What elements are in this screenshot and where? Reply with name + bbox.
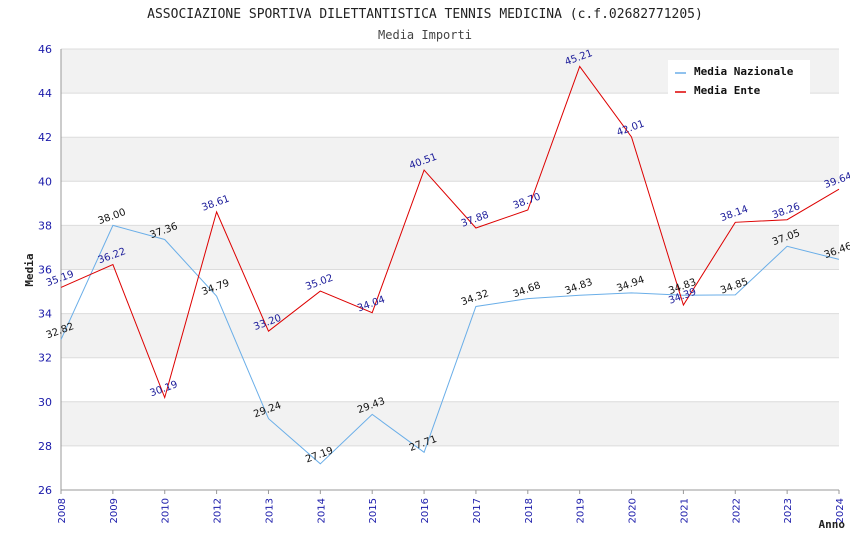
- chart-title: ASSOCIAZIONE SPORTIVA DILETTANTISTICA TE…: [147, 7, 703, 22]
- x-tick-label: 2017: [472, 498, 483, 523]
- x-tick-label: 2009: [109, 498, 120, 523]
- series-line-media-nazionale: [60, 224, 840, 465]
- grid-band: [61, 313, 839, 358]
- series-lines: [60, 65, 840, 465]
- x-tick-labels: 2008 2009 2010 2012 2013 2014 2015 2016 2017 2018…: [57, 498, 846, 523]
- x-tick-label: 2014: [316, 498, 327, 523]
- x-tick-label: 2016: [420, 498, 431, 523]
- legend-label-media-nazionale: Media Nazionale: [694, 65, 794, 78]
- legend-box: [668, 60, 810, 100]
- grid-band: [61, 225, 839, 270]
- x-tick-label: 2022: [731, 498, 742, 523]
- x-tick-label: 2010: [161, 498, 172, 523]
- y-tick-label: 28: [38, 440, 52, 453]
- y-tick-label: 44: [38, 87, 52, 100]
- y-tick-label: 42: [38, 131, 52, 144]
- y-tick-label: 32: [38, 352, 52, 365]
- chart-subtitle: Media Importi: [378, 28, 472, 42]
- y-tick-label: 38: [38, 219, 52, 232]
- x-tick-label: 2015: [368, 498, 379, 523]
- x-tick-label: 2021: [679, 498, 690, 523]
- grid-band: [61, 137, 839, 182]
- x-tick-label: 2020: [628, 498, 639, 523]
- grid-band: [61, 401, 839, 446]
- grid-band: [61, 445, 839, 490]
- x-tick-label: 2024: [835, 498, 846, 523]
- y-tick-label: 34: [38, 308, 52, 321]
- axes: [60, 49, 840, 494]
- y-tick-label: 46: [38, 43, 52, 56]
- x-tick-label: 2023: [783, 498, 794, 523]
- y-tick-label: 40: [38, 175, 52, 188]
- grid-band: [61, 181, 839, 226]
- y-tick-label: 36: [38, 264, 52, 277]
- grid-band: [61, 93, 839, 138]
- series-line-media-ente: [60, 65, 840, 400]
- y-tick-label: 26: [38, 484, 52, 497]
- grid-bands: [61, 49, 839, 490]
- x-tick-label: 2018: [524, 498, 535, 523]
- x-tick-label: 2013: [264, 498, 275, 523]
- x-axis-label: Anno: [819, 518, 846, 531]
- x-tick-label: 2008: [57, 498, 68, 523]
- legend-label-media-ente: Media Ente: [694, 84, 761, 97]
- legend: Media Nazionale Media Ente: [668, 60, 810, 100]
- x-tick-label: 2012: [213, 498, 224, 523]
- y-axis-label: Media: [23, 253, 36, 286]
- y-tick-label: 30: [38, 396, 52, 409]
- y-tick-labels: 26 28 30 32 34 36 38 40 42 44 46: [38, 43, 52, 497]
- x-tick-label: 2019: [576, 498, 587, 523]
